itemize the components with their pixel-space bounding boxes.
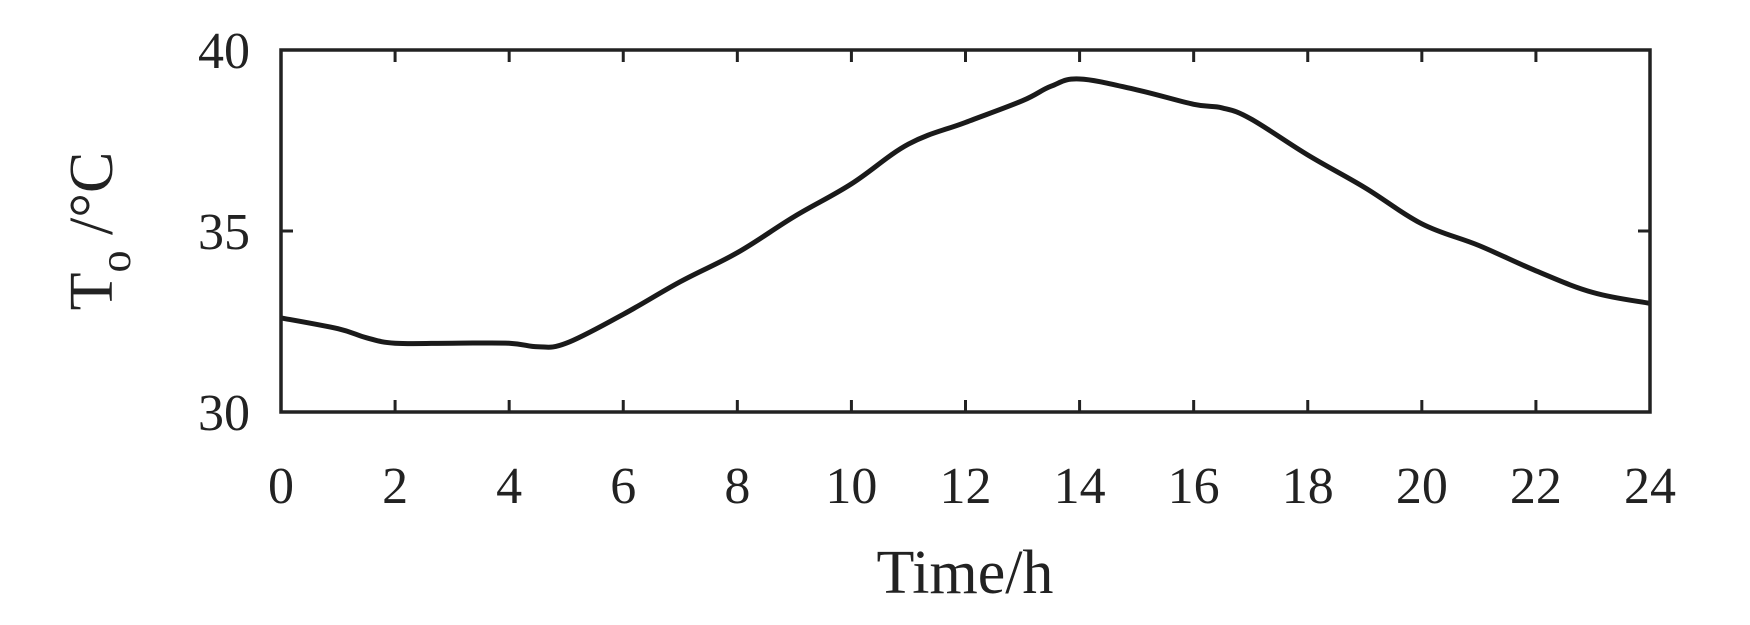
y-tick-label: 35 [198,204,250,261]
x-axis-label: Time/h [877,539,1054,607]
x-tick-label: 16 [1168,458,1220,515]
series-group [280,76,1651,350]
x-tick-label: 6 [610,458,636,515]
x-tick-label: 4 [496,458,522,515]
plot-frame [279,48,1652,414]
y-tick-labels: 30 35 40 [198,23,250,442]
y-axis-label-unit: /°C [58,152,126,251]
series-line-0 [280,76,1651,350]
x-tick-label: 10 [825,458,877,515]
y-axis-label-sub: o [91,251,140,273]
x-tick-label: 2 [382,458,408,515]
y-axis-label-main: T [58,273,126,311]
x-tick-label: 12 [940,458,992,515]
y-tick-label: 30 [198,385,250,442]
x-tick-label: 24 [1624,458,1676,515]
y-tick-label: 40 [198,23,250,80]
x-tick-label: 14 [1054,458,1106,515]
y-axis-label: To /°C [58,152,140,311]
x-tick-labels: 0 2 4 6 8 10 12 14 16 18 20 22 24 [268,458,1676,515]
x-tick-label: 22 [1510,458,1562,515]
x-tick-label: 0 [268,458,294,515]
x-tick-label: 8 [724,458,750,515]
x-tick-label: 20 [1396,458,1448,515]
x-tick-label: 18 [1282,458,1334,515]
